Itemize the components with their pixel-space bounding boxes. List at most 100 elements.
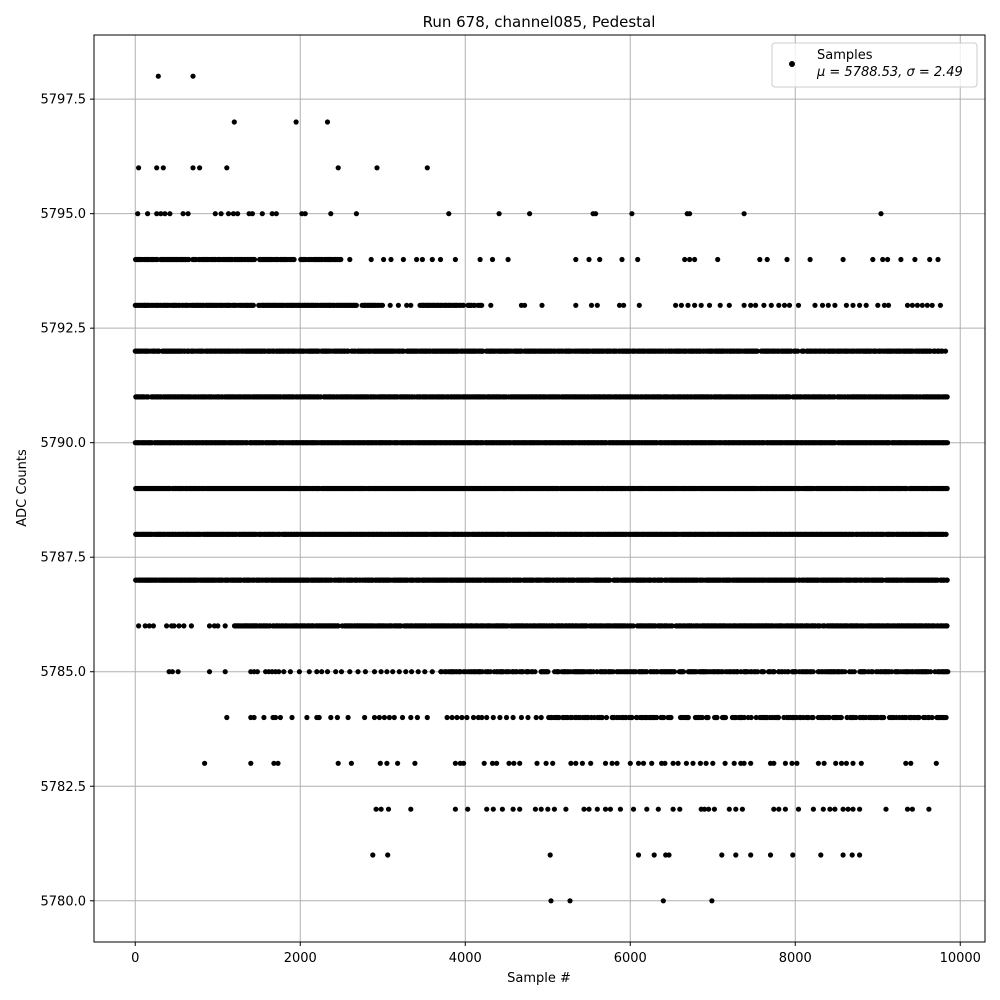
data-point xyxy=(293,119,299,125)
data-point xyxy=(489,256,496,263)
data-point xyxy=(400,256,406,263)
data-point xyxy=(158,211,164,217)
data-point xyxy=(353,302,359,308)
data-point xyxy=(419,256,425,263)
data-point xyxy=(692,302,698,308)
data-point xyxy=(943,531,949,537)
data-point xyxy=(479,302,485,308)
data-point xyxy=(387,302,393,308)
data-point xyxy=(698,302,704,308)
data-point xyxy=(878,211,884,217)
data-point xyxy=(235,211,241,217)
data-point xyxy=(573,302,579,308)
data-points xyxy=(132,73,951,904)
data-point xyxy=(593,211,599,217)
data-point xyxy=(452,256,458,263)
data-point xyxy=(764,256,770,263)
data-point xyxy=(843,302,850,308)
data-point xyxy=(761,302,767,308)
data-point xyxy=(446,211,452,217)
data-point xyxy=(197,165,203,171)
data-point xyxy=(885,256,891,263)
data-point xyxy=(190,73,196,79)
data-point xyxy=(586,256,592,263)
data-point xyxy=(135,211,141,217)
data-point xyxy=(353,211,359,217)
data-point xyxy=(338,256,344,263)
data-point xyxy=(935,256,941,263)
data-point xyxy=(250,302,256,308)
chart-title: Run 678, channel085, Pedestal xyxy=(423,13,656,31)
data-point xyxy=(437,256,444,263)
data-point xyxy=(673,302,679,308)
data-point xyxy=(145,211,151,217)
data-point xyxy=(231,119,237,125)
data-point xyxy=(225,211,232,217)
data-point xyxy=(594,302,600,308)
data-point xyxy=(251,256,258,263)
data-point xyxy=(162,211,168,217)
data-point xyxy=(597,256,603,263)
data-point xyxy=(460,302,467,308)
data-point xyxy=(505,256,511,263)
data-point xyxy=(185,211,191,217)
data-point xyxy=(795,302,802,308)
data-point xyxy=(374,165,380,171)
data-point xyxy=(909,302,916,308)
data-point xyxy=(944,394,950,400)
data-point xyxy=(741,211,747,217)
data-point xyxy=(904,302,911,308)
data-point xyxy=(522,302,528,308)
data-point xyxy=(186,256,192,263)
data-point xyxy=(825,302,831,308)
data-point xyxy=(629,211,635,217)
data-point xyxy=(682,256,688,263)
data-point xyxy=(944,485,950,492)
data-point xyxy=(795,348,801,354)
data-point xyxy=(395,302,401,308)
data-point xyxy=(408,302,414,308)
data-point xyxy=(155,73,161,79)
data-point xyxy=(678,302,685,308)
data-point xyxy=(619,256,625,263)
data-point xyxy=(414,256,420,263)
data-point xyxy=(136,165,142,171)
data-point xyxy=(781,302,788,308)
data-point xyxy=(857,302,863,308)
data-point xyxy=(757,256,763,263)
data-point xyxy=(863,302,869,308)
data-point xyxy=(496,211,502,217)
data-point xyxy=(819,302,826,308)
data-point xyxy=(706,302,713,308)
data-point xyxy=(347,256,353,263)
data-point xyxy=(588,302,595,308)
data-point xyxy=(230,211,236,217)
data-point xyxy=(832,302,838,308)
data-point xyxy=(160,165,166,171)
data-point xyxy=(328,211,334,217)
data-point xyxy=(726,302,732,308)
data-point xyxy=(324,119,331,125)
data-point xyxy=(291,256,297,263)
data-point xyxy=(273,211,279,217)
data-point xyxy=(573,256,579,263)
data-point xyxy=(527,211,533,217)
data-point xyxy=(807,256,813,263)
data-point xyxy=(388,256,394,263)
data-point xyxy=(919,302,925,308)
data-point xyxy=(429,256,435,263)
data-point xyxy=(754,348,760,354)
data-point xyxy=(621,302,627,308)
data-point xyxy=(687,256,693,263)
data-point xyxy=(748,302,754,308)
data-point xyxy=(885,302,892,308)
data-point xyxy=(379,302,386,308)
data-point xyxy=(687,211,693,217)
data-point xyxy=(692,256,698,263)
data-point xyxy=(381,256,387,263)
data-point xyxy=(180,211,186,217)
data-point xyxy=(635,256,641,263)
data-point xyxy=(881,302,888,308)
data-point xyxy=(753,302,759,308)
